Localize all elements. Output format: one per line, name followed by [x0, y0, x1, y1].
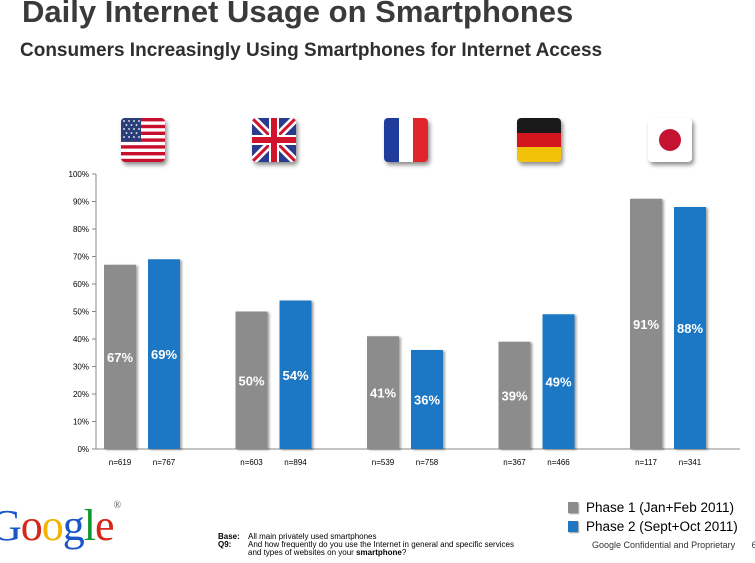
y-tick-label: 40%: [73, 335, 89, 344]
y-tick-label: 80%: [73, 225, 89, 234]
france-flag-icon: [384, 118, 428, 162]
bar-value-label: 54%: [282, 368, 308, 383]
y-tick-label: 70%: [73, 253, 89, 262]
bar-2-united-states: [148, 259, 180, 449]
legend-item-phase-1: Phase 1 (Jan+Feb 2011): [568, 498, 738, 517]
legend-label-phase-1: Phase 1 (Jan+Feb 2011): [586, 500, 734, 515]
bar-1-germany: [498, 341, 531, 449]
bar-1-japan: [630, 198, 662, 449]
germany-flag-icon: [517, 118, 561, 162]
page-number: 6: [751, 540, 755, 550]
bar-1-united-kingdom: [235, 311, 268, 449]
legend-label-phase-2: Phase 2 (Sept+Oct 2011): [586, 519, 738, 534]
footer: Google Confidential and Proprietary 6: [592, 540, 755, 550]
bar-2-japan: [674, 207, 706, 449]
sample-size-label: n=341: [679, 458, 702, 467]
bar-value-label: 88%: [677, 321, 703, 336]
sample-size-label: n=619: [109, 458, 132, 467]
bar-value-label: 36%: [414, 393, 440, 408]
base-text: All main privately used smartphones: [248, 532, 377, 541]
y-tick-label: 10%: [73, 418, 89, 427]
bar-1-france: [367, 336, 399, 449]
y-tick-label: 100%: [69, 170, 89, 179]
bar-1-united-states: [104, 264, 136, 449]
sample-size-label: n=603: [240, 458, 263, 467]
bar-value-label: 39%: [501, 388, 527, 403]
page-subtitle: Consumers Increasingly Using Smartphones…: [20, 40, 603, 61]
google-logo: Google®: [0, 500, 121, 550]
sample-size-label: n=466: [547, 458, 570, 467]
us-flag-icon: [121, 118, 165, 162]
base-note: Base: All main privately used smartphones…: [218, 532, 514, 557]
y-tick-label: 50%: [73, 308, 89, 317]
bar-2-france: [411, 350, 443, 449]
legend-item-phase-2: Phase 2 (Sept+Oct 2011): [568, 517, 738, 536]
bar-value-label: 41%: [370, 386, 396, 401]
question-label: Q9:: [218, 540, 232, 549]
bars: 67% 69% 50% 54% 41% 36% 39% 49% 91% 88%: [104, 198, 706, 449]
question-text-line-1: And how frequently do you use the Intern…: [248, 540, 514, 549]
question-text-bold: smartphone: [356, 548, 402, 557]
y-tick-label: 0%: [77, 445, 89, 454]
bar-value-label: 69%: [151, 347, 177, 362]
sample-size-labels: n=619 n=767 n=603 n=894 n=539 n=758 n=367 n=466…: [109, 458, 702, 467]
y-tick-label: 90%: [73, 198, 89, 207]
bar-2-germany: [542, 314, 575, 449]
sample-size-label: n=117: [635, 458, 657, 467]
bar-chart: 0% 10% 20% 30% 40% 50% 60% 70% 80% 90% 100% 67% 69%…: [69, 170, 740, 467]
bar-value-label: 49%: [545, 375, 571, 390]
y-tick-label: 60%: [73, 280, 89, 289]
question-text-line-2: and types of websites on your: [248, 548, 357, 557]
sample-size-label: n=367: [503, 458, 526, 467]
bar-value-label: 91%: [633, 317, 659, 332]
legend: Phase 1 (Jan+Feb 2011) Phase 2 (Sept+Oct…: [568, 498, 738, 536]
legend-swatch-phase-2: [568, 521, 578, 532]
uk-flag-icon: [252, 118, 296, 162]
sample-size-label: n=539: [372, 458, 395, 467]
footer-text: Google Confidential and Proprietary: [592, 540, 736, 550]
sample-size-label: n=767: [153, 458, 176, 467]
y-tick-label: 30%: [73, 363, 89, 372]
sample-size-label: n=758: [416, 458, 439, 467]
y-tick-label: 20%: [73, 390, 89, 399]
y-tick-labels: 0% 10% 20% 30% 40% 50% 60% 70% 80% 90% 100%: [69, 170, 96, 454]
base-label: Base:: [218, 532, 240, 541]
legend-swatch-phase-1: [568, 502, 578, 513]
page-title: Daily Internet Usage on Smartphones: [22, 0, 574, 29]
bar-value-label: 50%: [238, 373, 264, 388]
bar-2-united-kingdom: [279, 300, 312, 449]
japan-flag-icon: [648, 118, 692, 162]
bar-value-label: 67%: [107, 350, 133, 365]
sample-size-label: n=894: [284, 458, 307, 467]
